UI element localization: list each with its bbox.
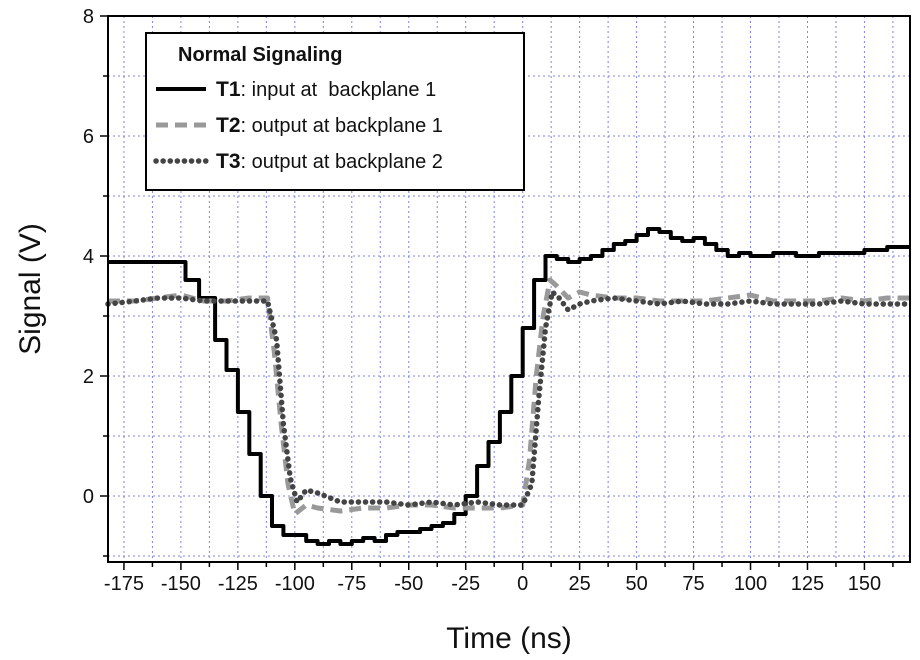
x-tick-label: -50 [394, 573, 423, 595]
series-t1-line [108, 227, 910, 546]
x-tick-label: -175 [104, 573, 144, 595]
x-tick-label: 25 [569, 573, 591, 595]
x-tick-label: -150 [161, 573, 201, 595]
x-tick-label: -100 [275, 573, 315, 595]
y-axis-title: Signal (V) [14, 223, 47, 355]
y-tick-label: 0 [83, 486, 94, 508]
x-tick-label: 125 [791, 573, 824, 595]
legend-title: Normal Signaling [178, 44, 342, 66]
legend-entry-label: : output at backplane 2 [241, 151, 443, 173]
legend-entry-t3: T3: output at backplane 2 [216, 150, 443, 173]
x-tick-label: -125 [218, 573, 258, 595]
tick-labels: -175 -150 -125 -100 -75 -50 -25 0 25 50 75 100 125 15… [83, 6, 881, 595]
legend-entry-t2: T2: output at backplane 1 [216, 114, 443, 137]
ticks [100, 15, 894, 570]
legend: Normal Signaling T1: input at backplane … [145, 32, 525, 191]
legend-entry-id: T2 [216, 114, 241, 137]
legend-entry-id: T1 [216, 78, 241, 101]
series-t3-line [105, 289, 913, 508]
legend-entries: T1: input at backplane 1T2: output at ba… [153, 78, 443, 173]
legend-box [145, 32, 525, 191]
legend-entry-label: : input at backplane 1 [241, 79, 437, 101]
y-tick-label: 2 [83, 366, 94, 388]
x-tick-label: -25 [451, 573, 480, 595]
x-tick-label: -75 [337, 573, 366, 595]
x-tick-label: 0 [517, 573, 528, 595]
y-tick-label: 4 [83, 246, 94, 268]
y-tick-label: 8 [83, 6, 94, 28]
legend-entry-id: T3 [216, 150, 241, 173]
series-layer [105, 227, 913, 546]
legend-entry-label: : output at backplane 1 [241, 115, 443, 137]
x-tick-label: 75 [682, 573, 704, 595]
x-axis-title: Time (ns) [446, 622, 572, 655]
legend-entry-t1: T1: input at backplane 1 [216, 78, 436, 101]
plot-frame [107, 15, 911, 563]
y-tick-label: 6 [83, 126, 94, 148]
x-tick-label: 150 [848, 573, 881, 595]
x-tick-label: 100 [734, 573, 767, 595]
x-tick-label: 50 [625, 573, 647, 595]
